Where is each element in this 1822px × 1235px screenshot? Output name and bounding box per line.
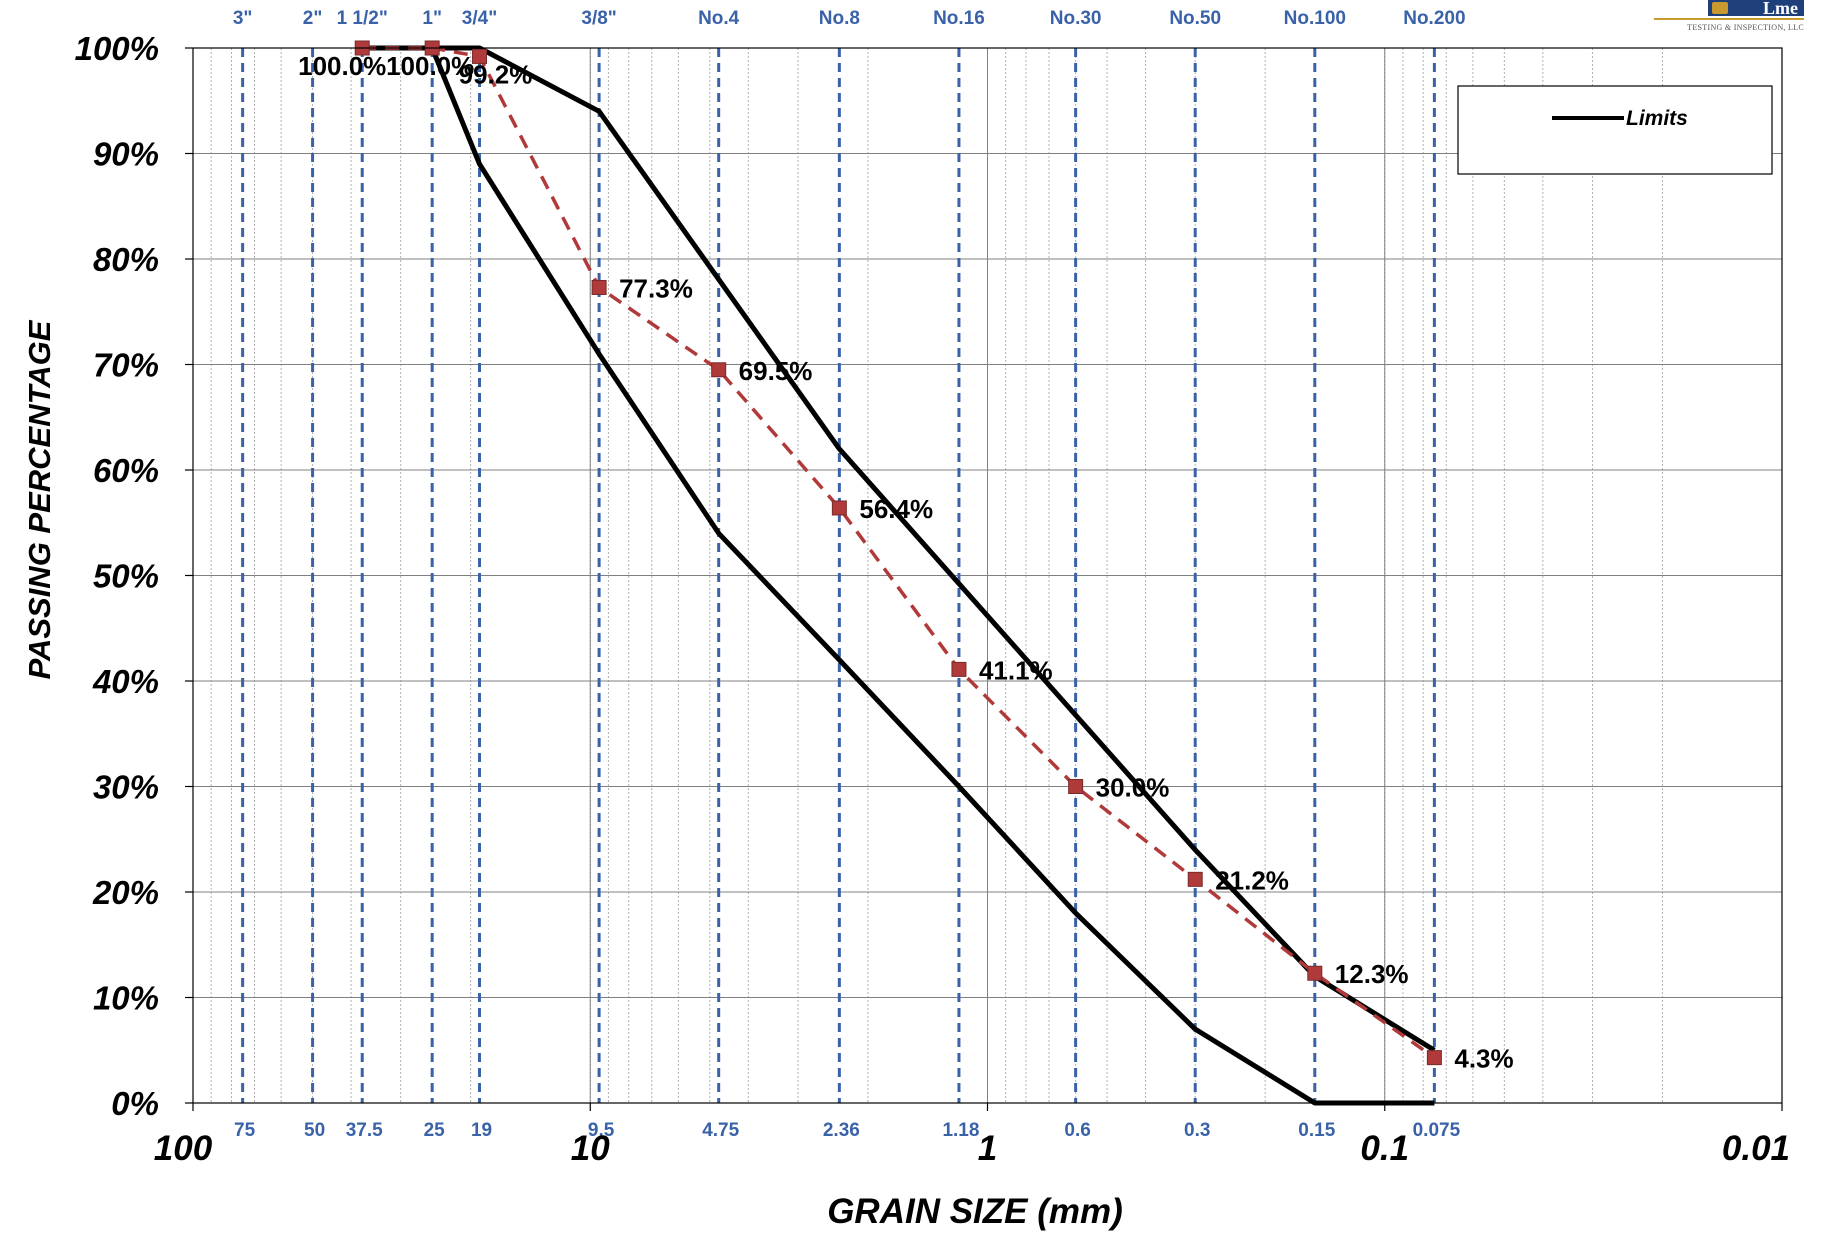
data-point [1068, 779, 1084, 794]
data-label: 30.0% [1096, 773, 1170, 803]
sieve-name-label: No.200 [1403, 8, 1465, 29]
x-axis-title: GRAIN SIZE (mm) [827, 1192, 1123, 1231]
y-tick-label: 10% [93, 980, 159, 1017]
data-point [1307, 965, 1323, 981]
data-point [1187, 871, 1203, 887]
plot-frame [192, 47, 1783, 1104]
y-tick-label: 20% [92, 874, 159, 911]
x-tick-label: 0.01 [1722, 1129, 1790, 1168]
sieve-size-label: 9.5 [588, 1120, 615, 1141]
sieve-size-label: 0.15 [1298, 1120, 1335, 1141]
y-tick-label: 70% [93, 347, 159, 384]
data-label: 100.0% [298, 51, 386, 81]
x-axis-ticks: 100 10 1 0.1 0.01 [154, 1103, 1790, 1168]
data-label: 100.0% [386, 51, 474, 81]
logo-mark: Lme [1708, 0, 1804, 16]
sieve-name-label: 2" [303, 8, 323, 29]
data-label: 69.5% [739, 356, 813, 386]
sieve-size-label: 25 [424, 1120, 446, 1141]
data-label: 99.2% [459, 59, 533, 89]
logo-rule [1654, 18, 1804, 20]
data-point [951, 661, 967, 677]
sieve-size-label: 37.5 [346, 1120, 383, 1141]
sieve-name-labels: 3" 2" 1 1/2" 1" 3/4" 3/8" No.4 No.8 No.16 No.30 No… [233, 8, 1466, 29]
sieve-size-label: 4.75 [702, 1120, 739, 1141]
x-tick-label: 10 [571, 1129, 610, 1168]
sieve-name-label: No.4 [698, 8, 740, 29]
data-label: 21.2% [1215, 865, 1289, 895]
data-point [1426, 1050, 1442, 1066]
sieve-size-label: 19 [471, 1120, 492, 1141]
sieve-size-label: 0.6 [1064, 1120, 1090, 1141]
sieve-size-label: 75 [234, 1120, 256, 1141]
x-tick-label: 100 [154, 1129, 213, 1168]
data-label: 77.3% [619, 273, 693, 303]
y-tick-label: 40% [92, 663, 159, 700]
data-point [472, 48, 488, 64]
y-tick-label: 60% [93, 452, 159, 489]
sieve-size-label: 50 [304, 1120, 325, 1141]
sieve-name-label: No.100 [1284, 8, 1346, 29]
sieve-lines [241, 48, 1436, 1103]
sieve-size-label: 1.18 [942, 1120, 979, 1141]
data-label: 41.1% [979, 655, 1053, 685]
sieve-size-label: 0.3 [1184, 1120, 1210, 1141]
lower-limit-line [362, 45, 1435, 1106]
y-tick-label: 50% [93, 558, 159, 595]
sieve-name-label: No.30 [1050, 8, 1102, 29]
data-label: 4.3% [1454, 1044, 1513, 1074]
sieve-name-label: 3" [233, 8, 253, 29]
data-labels: 100.0% 100.0%99.2%77.3%69.5%56.4%41.1%30.… [298, 51, 1514, 1074]
company-logo: Lme TESTING & INSPECTION, LLC [1654, 0, 1804, 36]
sieve-name-label: No.8 [819, 8, 860, 29]
data-point [591, 279, 607, 295]
y-axis-title: PASSING PERCENTAGE [22, 319, 57, 679]
sieve-name-label: 3/8" [581, 8, 616, 29]
x-tick-label: 0.1 [1360, 1129, 1409, 1168]
data-label: 12.3% [1335, 959, 1409, 989]
data-series [354, 40, 1442, 1106]
legend-box [1457, 85, 1773, 175]
logo-subtitle: TESTING & INSPECTION, LLC [1687, 23, 1804, 32]
y-tick-label: 90% [93, 136, 159, 173]
legend-label-limits: Limits [1626, 107, 1688, 130]
sieve-size-labels: 75 50 37.5 25 19 9.5 4.75 2.36 1.18 0.6 0.3 0.15 0.0… [234, 1120, 1461, 1141]
sieve-name-label: 3/4" [462, 8, 497, 29]
legend: Limits [1457, 85, 1773, 175]
gradation-line [362, 46, 1436, 1060]
y-tick-label: 30% [93, 769, 159, 806]
y-tick-label: 0% [111, 1085, 159, 1122]
data-point [831, 500, 847, 516]
sieve-name-label: 1" [422, 8, 442, 29]
sieve-size-label: 2.36 [823, 1120, 860, 1141]
sieve-name-label: No.50 [1169, 8, 1221, 29]
y-axis-ticks: 0% 10% 20% 30% 40% 50% 60% 70% 80% 90% 100% [75, 30, 193, 1122]
data-label: 56.4% [859, 494, 933, 524]
sieve-size-label: 0.075 [1413, 1120, 1461, 1141]
y-tick-label: 100% [75, 30, 159, 67]
x-tick-label: 1 [978, 1129, 997, 1168]
sieve-name-label: 1 1/2" [337, 8, 388, 29]
y-tick-label: 80% [93, 241, 159, 278]
data-point [711, 362, 727, 378]
upper-limit-line [432, 45, 1436, 1053]
sieve-name-label: No.16 [933, 8, 985, 29]
logo-mark-text: Lme [1763, 0, 1798, 16]
